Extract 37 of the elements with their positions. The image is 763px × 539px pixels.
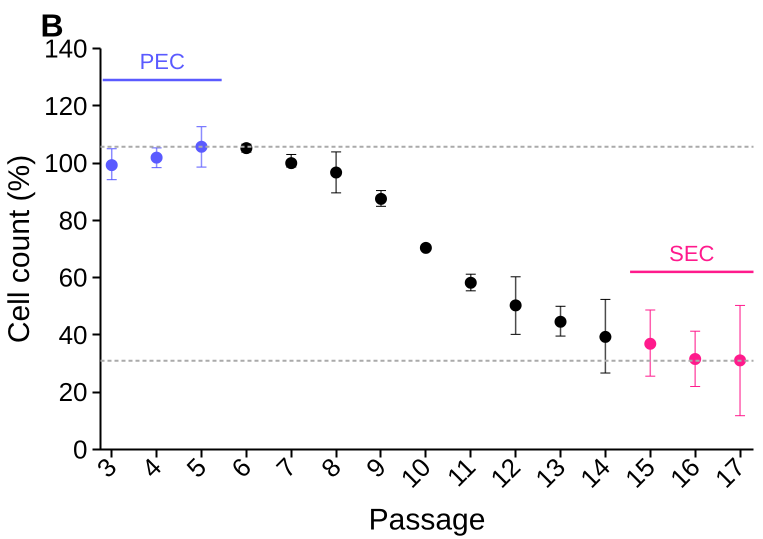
x-tick-label: 12: [484, 452, 526, 494]
point: [464, 276, 477, 289]
x-tick-label: 14: [574, 452, 616, 494]
point: [285, 157, 298, 170]
point: [375, 192, 387, 205]
series-label: PEC: [140, 49, 185, 74]
x-tick-label: 6: [226, 452, 257, 484]
y-tick-label: 100: [44, 148, 88, 178]
x-tick-label: 9: [360, 452, 392, 484]
y-axis-title: Cell count (%): [3, 154, 36, 344]
series-label: SEC: [669, 240, 715, 266]
x-tick-label: 15: [619, 452, 661, 494]
x-tick-label: 13: [529, 452, 572, 494]
x-tick-label: 5: [180, 452, 212, 484]
x-axis-title: Passage: [368, 504, 486, 537]
point: [420, 242, 432, 254]
y-tick-label: 0: [73, 434, 88, 464]
y-tick-label: 20: [58, 377, 88, 408]
point: [150, 152, 163, 164]
x-tick-label: 7: [270, 452, 302, 484]
x-tick-label: 10: [394, 452, 436, 494]
point: [554, 316, 567, 328]
y-tick-label: 60: [58, 262, 88, 293]
y-tick-label: 40: [58, 320, 88, 350]
x-tick-label: 11: [441, 452, 482, 492]
point: [644, 338, 656, 350]
y-tick-label: 120: [44, 90, 88, 121]
point: [106, 159, 118, 172]
x-tick-label: 17: [708, 452, 751, 494]
x-tick-label: 4: [136, 452, 168, 484]
y-tick-label: 80: [58, 205, 88, 236]
x-tick-label: 3: [90, 452, 122, 484]
x-tick-label: 8: [315, 452, 347, 484]
point: [599, 330, 612, 343]
point: [510, 299, 522, 312]
point: [330, 166, 342, 179]
x-tick-label: 16: [664, 452, 706, 494]
